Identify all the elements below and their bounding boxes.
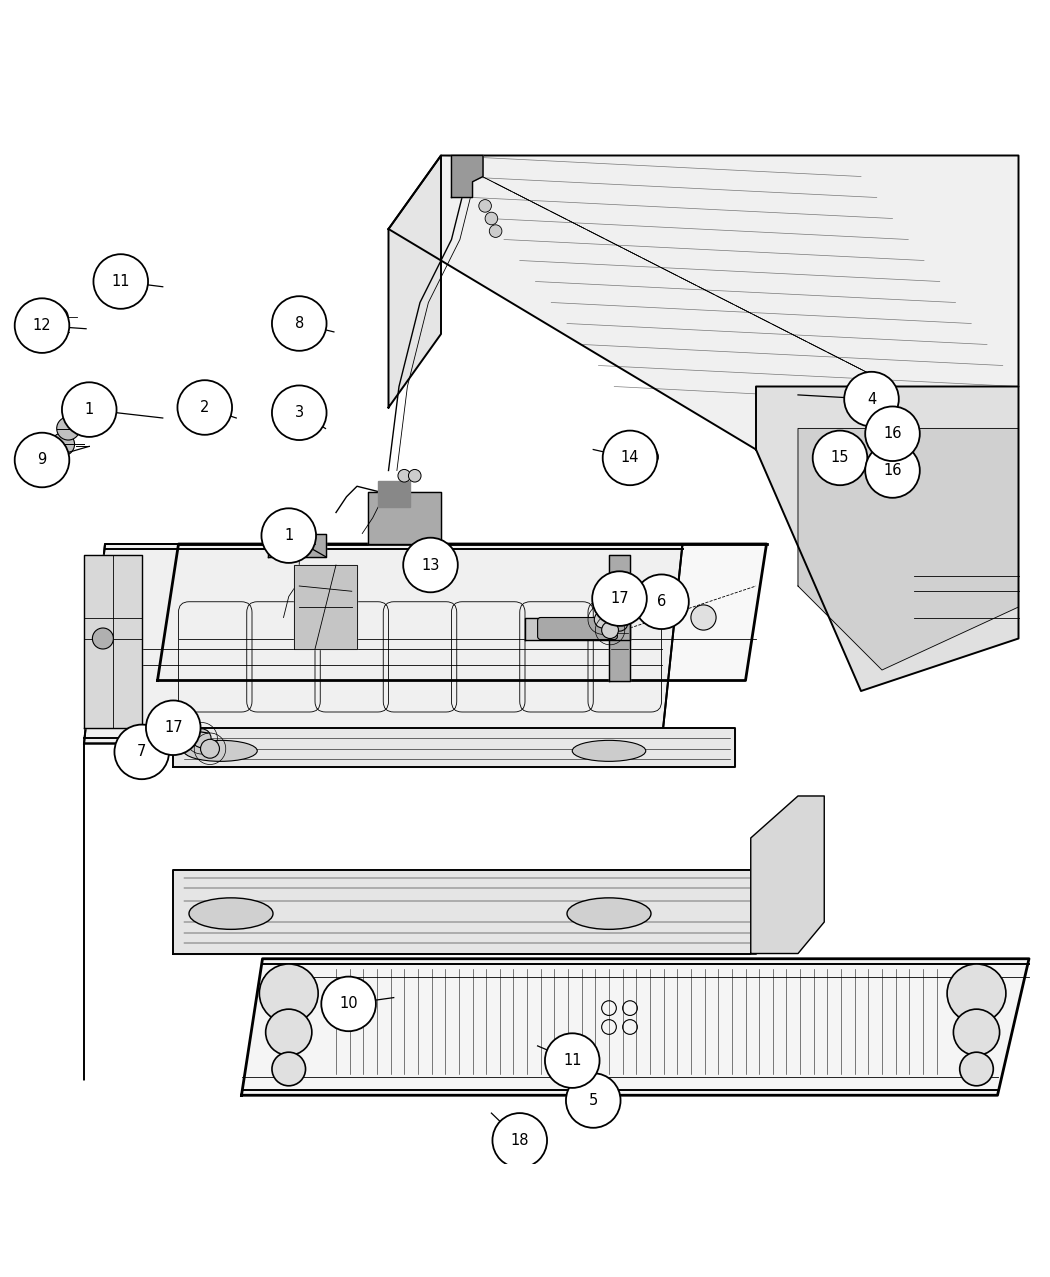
Circle shape bbox=[831, 447, 849, 466]
Ellipse shape bbox=[572, 741, 646, 761]
Polygon shape bbox=[388, 156, 441, 407]
Text: 12: 12 bbox=[33, 318, 51, 333]
Circle shape bbox=[489, 225, 502, 238]
Circle shape bbox=[51, 433, 75, 456]
Polygon shape bbox=[268, 534, 326, 557]
Circle shape bbox=[47, 306, 68, 328]
Circle shape bbox=[960, 1052, 993, 1085]
Text: 8: 8 bbox=[295, 315, 303, 331]
Text: 18: 18 bbox=[510, 1133, 529, 1148]
Ellipse shape bbox=[189, 898, 273, 930]
Text: 6: 6 bbox=[657, 594, 666, 609]
Polygon shape bbox=[242, 959, 1029, 1096]
Circle shape bbox=[485, 212, 498, 225]
Circle shape bbox=[177, 381, 232, 434]
Circle shape bbox=[272, 386, 327, 441]
Circle shape bbox=[40, 322, 61, 342]
Circle shape bbox=[691, 605, 716, 630]
Text: 13: 13 bbox=[421, 558, 440, 572]
Circle shape bbox=[566, 1073, 621, 1128]
Text: 7: 7 bbox=[138, 744, 146, 760]
Polygon shape bbox=[609, 554, 630, 681]
Circle shape bbox=[403, 538, 458, 593]
Circle shape bbox=[634, 575, 689, 630]
FancyBboxPatch shape bbox=[538, 618, 617, 640]
Circle shape bbox=[92, 628, 113, 649]
Circle shape bbox=[146, 701, 201, 755]
Text: 3: 3 bbox=[295, 405, 303, 420]
Text: 14: 14 bbox=[621, 451, 639, 465]
Circle shape bbox=[272, 1052, 306, 1085]
Circle shape bbox=[865, 443, 920, 498]
Text: 9: 9 bbox=[38, 452, 46, 467]
Text: 15: 15 bbox=[831, 451, 849, 465]
Text: 11: 11 bbox=[111, 275, 130, 289]
Polygon shape bbox=[173, 728, 735, 766]
Polygon shape bbox=[84, 554, 142, 728]
Text: 1: 1 bbox=[85, 402, 93, 418]
Circle shape bbox=[602, 622, 618, 638]
Circle shape bbox=[953, 1009, 1000, 1055]
Polygon shape bbox=[452, 156, 483, 198]
Circle shape bbox=[844, 372, 899, 427]
Circle shape bbox=[266, 1009, 312, 1055]
Circle shape bbox=[639, 447, 658, 466]
Circle shape bbox=[15, 433, 69, 488]
Text: 11: 11 bbox=[563, 1054, 582, 1068]
Text: 4: 4 bbox=[867, 392, 876, 406]
Polygon shape bbox=[756, 387, 1018, 691]
Circle shape bbox=[594, 612, 611, 628]
Ellipse shape bbox=[567, 898, 651, 930]
Polygon shape bbox=[798, 429, 1018, 670]
Circle shape bbox=[592, 571, 647, 626]
Circle shape bbox=[15, 299, 69, 352]
Circle shape bbox=[408, 470, 421, 481]
Polygon shape bbox=[173, 870, 756, 954]
Text: 5: 5 bbox=[589, 1093, 597, 1108]
Circle shape bbox=[114, 724, 169, 779]
Polygon shape bbox=[158, 544, 766, 681]
Text: 1: 1 bbox=[285, 529, 293, 543]
Circle shape bbox=[93, 254, 148, 309]
Circle shape bbox=[259, 964, 318, 1023]
Ellipse shape bbox=[184, 741, 257, 761]
Circle shape bbox=[398, 470, 411, 481]
Circle shape bbox=[57, 418, 80, 441]
Circle shape bbox=[272, 296, 327, 351]
Polygon shape bbox=[378, 481, 410, 507]
Circle shape bbox=[865, 406, 920, 461]
Circle shape bbox=[321, 977, 376, 1032]
Circle shape bbox=[947, 964, 1006, 1023]
Circle shape bbox=[479, 199, 491, 212]
Circle shape bbox=[813, 430, 867, 485]
Circle shape bbox=[873, 446, 891, 465]
Circle shape bbox=[603, 430, 657, 485]
Text: 16: 16 bbox=[883, 427, 902, 442]
Circle shape bbox=[62, 382, 117, 437]
Polygon shape bbox=[368, 492, 441, 544]
Text: 2: 2 bbox=[201, 400, 209, 415]
Circle shape bbox=[201, 739, 219, 759]
Text: 17: 17 bbox=[164, 720, 183, 736]
Circle shape bbox=[492, 1114, 547, 1167]
Text: 16: 16 bbox=[883, 464, 902, 478]
Text: 10: 10 bbox=[339, 996, 358, 1011]
Circle shape bbox=[261, 508, 316, 563]
Circle shape bbox=[192, 729, 211, 748]
Text: 17: 17 bbox=[610, 591, 629, 607]
Polygon shape bbox=[388, 156, 1018, 450]
Polygon shape bbox=[525, 618, 630, 640]
Polygon shape bbox=[294, 564, 357, 649]
Polygon shape bbox=[751, 796, 824, 954]
Polygon shape bbox=[84, 544, 683, 743]
Circle shape bbox=[545, 1033, 600, 1088]
